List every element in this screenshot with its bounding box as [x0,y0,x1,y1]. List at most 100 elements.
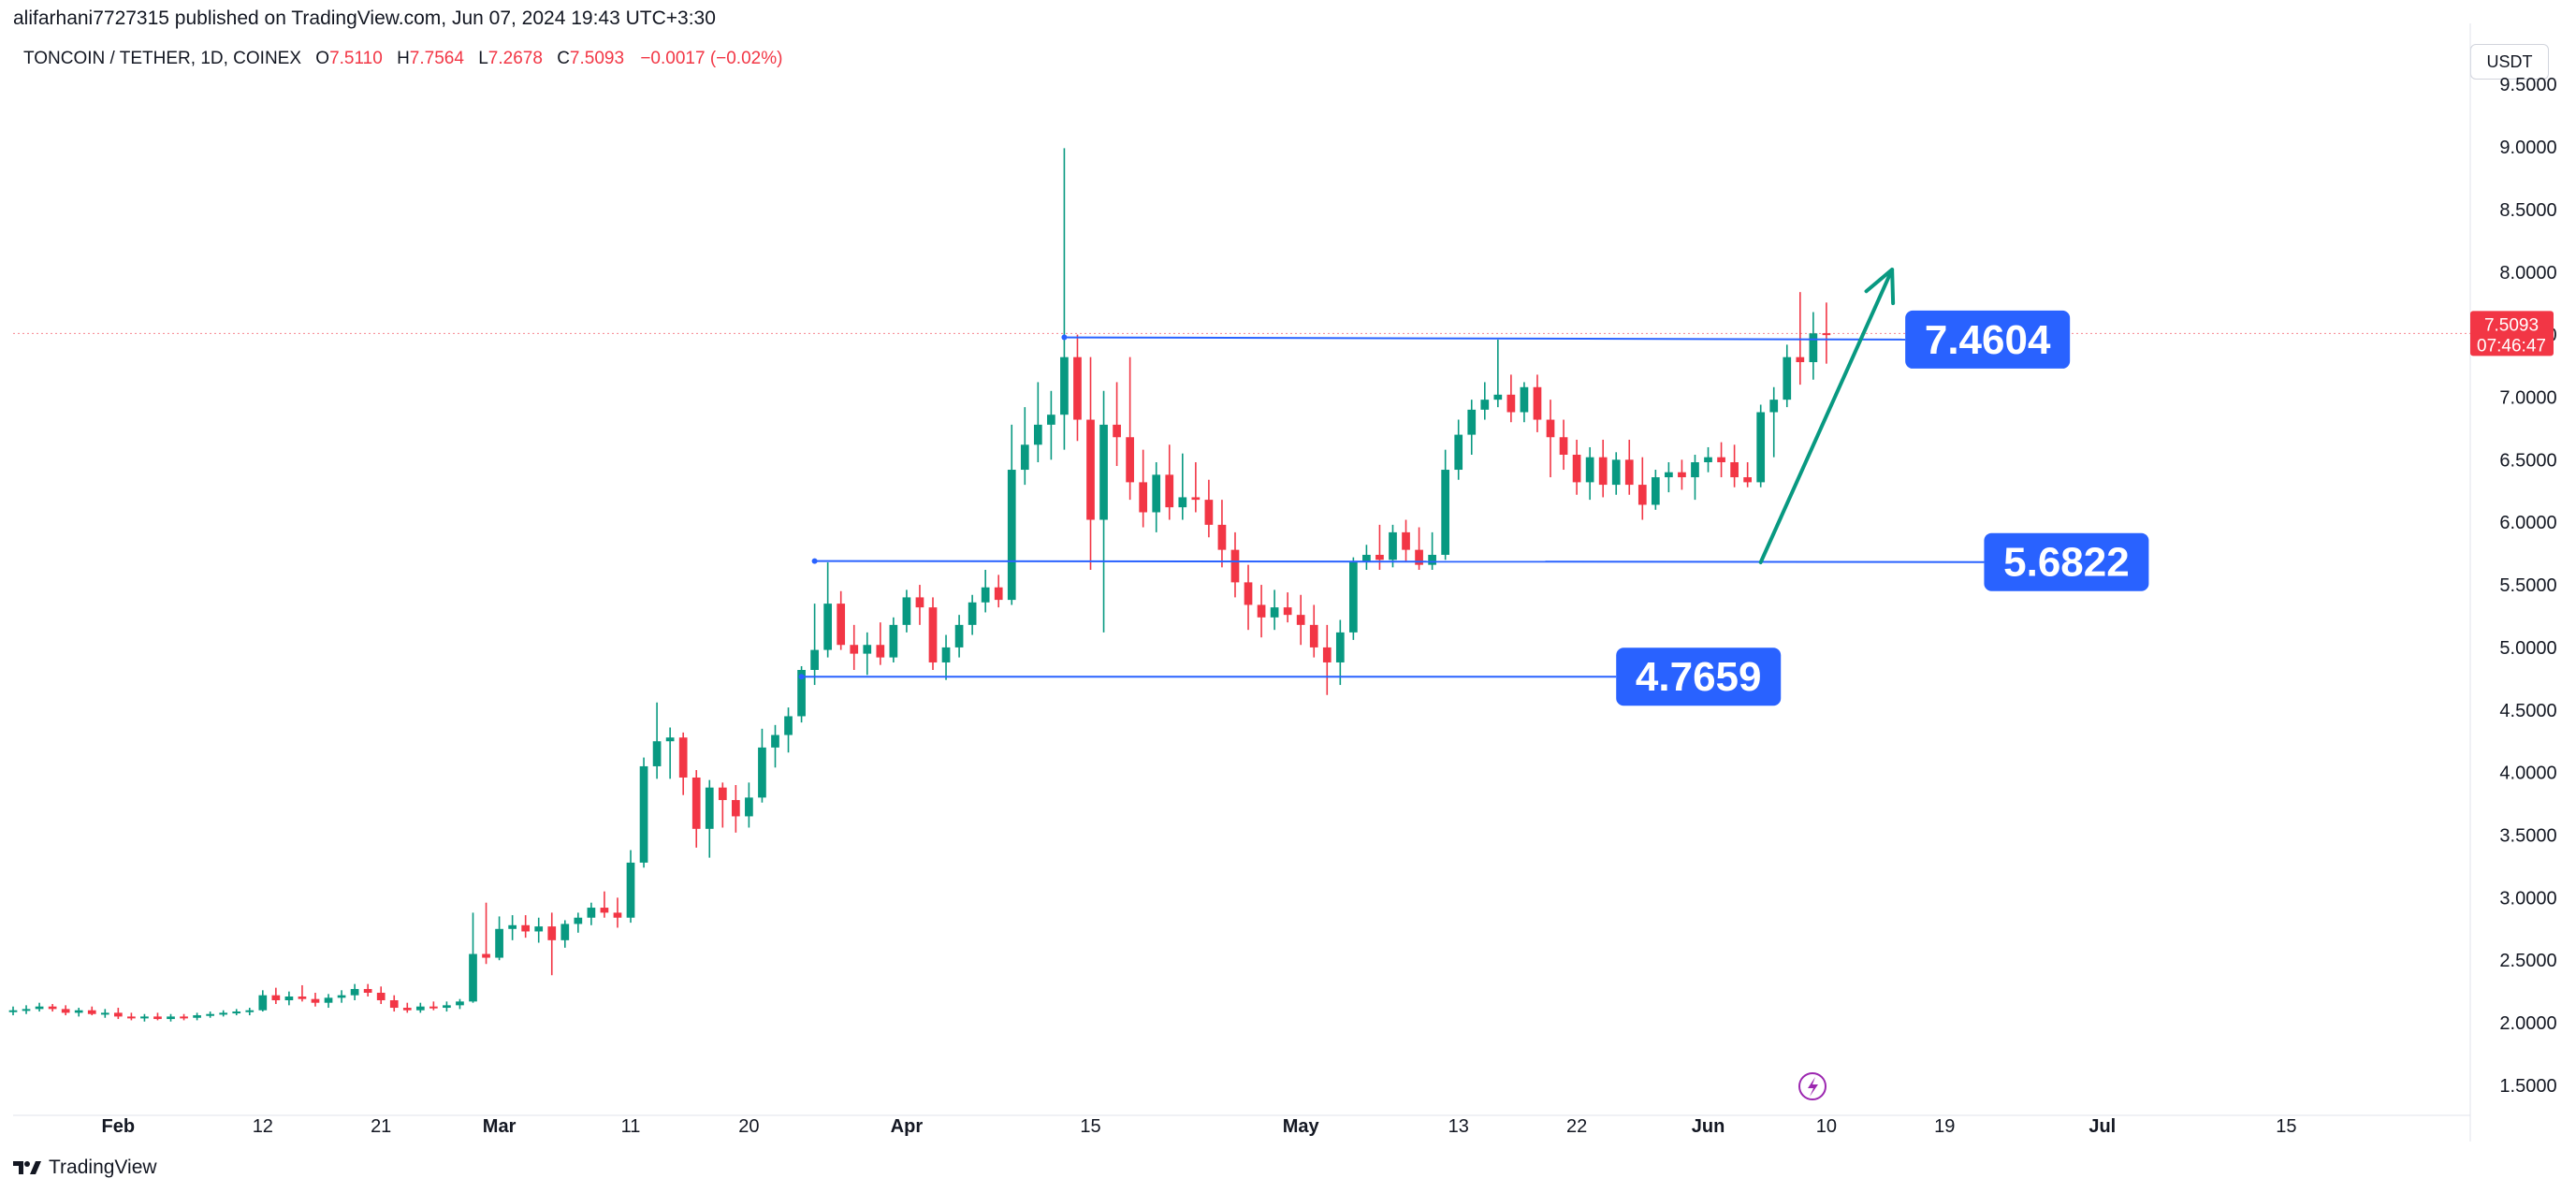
candle-body [1611,459,1621,486]
candle-body [1730,462,1739,478]
candle-body [127,1016,136,1019]
y-tick-label: 9.0000 [2499,138,2556,158]
candle-body [613,912,622,918]
candle-body [1624,459,1634,486]
y-tick-label: 8.5000 [2499,200,2556,221]
candle-body [1585,457,1594,483]
x-tick-label: 20 [738,1116,759,1137]
candle-body [876,645,885,658]
candle-body [1467,409,1477,435]
x-tick-label: 15 [1080,1116,1100,1137]
candle-body [1086,419,1095,520]
price-callout [1905,310,2071,369]
candle-body [1375,554,1384,560]
candle-body [1139,482,1148,513]
candle-body [1637,485,1647,505]
x-tick-label: Jul [2088,1116,2116,1137]
candle-body [1572,454,1581,483]
candle-body [521,924,531,932]
y-tick-label: 8.0000 [2499,263,2556,284]
candle-body [1402,531,1410,550]
y-tick-label: 3.0000 [2499,888,2556,909]
symbol-title[interactable]: TONCOIN / TETHER, 1D, COINEX [23,49,302,68]
candle-body [376,992,386,1001]
x-tick-label: 10 [1816,1116,1837,1137]
candle-body [994,587,1003,601]
candle-body [1717,457,1725,463]
candle-body [1704,457,1712,463]
candle-body [954,624,964,647]
candle-body [587,908,596,918]
candle-body [1283,607,1292,616]
candle-body [74,1010,83,1013]
candle-body [1257,604,1266,618]
x-tick-label: 11 [621,1116,641,1137]
candle-body [113,1012,123,1017]
candle-body [1428,554,1436,565]
candle-body [1769,400,1779,413]
last-price-tag: 7.5093 07:46:47 [2470,311,2554,356]
candle-body [600,908,609,913]
candle-body [1691,462,1699,478]
candle-body [678,737,688,778]
x-tick-label: Feb [102,1116,136,1137]
arrow-shaft [1758,268,1895,564]
currency-button[interactable]: USDT [2470,44,2549,80]
candle-body [167,1016,175,1020]
candle-body [1322,647,1332,662]
candle-body [1349,561,1358,633]
candle-body [968,602,977,625]
candle-body [482,953,490,958]
candle-body [206,1013,214,1016]
candles [8,148,1831,1022]
candle-body [22,1009,31,1011]
last-price-badge [2470,311,2554,356]
candle-body [298,997,307,999]
candle-body [639,765,648,863]
candle-body [415,1006,425,1011]
candle-body [1743,477,1753,483]
arrow-head [1864,268,1896,306]
candle-body [547,926,557,940]
candle-body [1047,415,1055,425]
candle-body [1559,437,1568,455]
candle-body [1665,472,1673,478]
candle-body [153,1016,162,1020]
y-tick-label: 9.5000 [2499,75,2556,95]
low-value: 7.2678 [488,49,543,68]
candle-body [1546,419,1555,438]
horizontal-line [814,560,1985,563]
time-axis[interactable]: Feb 12 21 Mar 11 20 Apr 15 May 13 22 Jun 10 19 Jul 15 [102,1116,2297,1137]
candle-body [1796,356,1805,363]
high-value: 7.7564 [409,49,464,68]
candle-body [140,1016,149,1019]
candle-body [784,716,793,735]
horizontal-lines [798,334,1985,680]
candle-body [1152,474,1161,513]
candle-body [574,917,583,924]
candle-body [100,1012,109,1015]
candle-body [429,1006,438,1009]
x-tick-label: Apr [891,1116,924,1137]
candle-body [758,747,766,798]
candle-body [35,1006,44,1010]
candle-body [810,649,819,670]
candle-body [1533,386,1542,420]
tradingview-footer[interactable]: TradingView [13,1157,157,1179]
candle-body [1598,457,1608,486]
candle-body [258,995,268,1011]
price-callout-label: 5.6822 [2003,540,2130,586]
candle-body [941,647,951,662]
lightning-icon[interactable] [1798,1072,1826,1100]
x-tick-label: 13 [1448,1116,1469,1137]
x-tick-label: 12 [253,1116,273,1137]
price-axis[interactable]: 9.50009.00008.50008.00007.50007.00006.50… [2499,75,2556,1097]
candle-body [87,1010,96,1014]
candle-body [508,924,517,929]
tradingview-brand: TradingView [49,1157,157,1178]
candle-body [1217,524,1227,550]
candle-body [389,1000,399,1009]
candle-body [271,995,281,1001]
candle-body [1441,470,1450,555]
